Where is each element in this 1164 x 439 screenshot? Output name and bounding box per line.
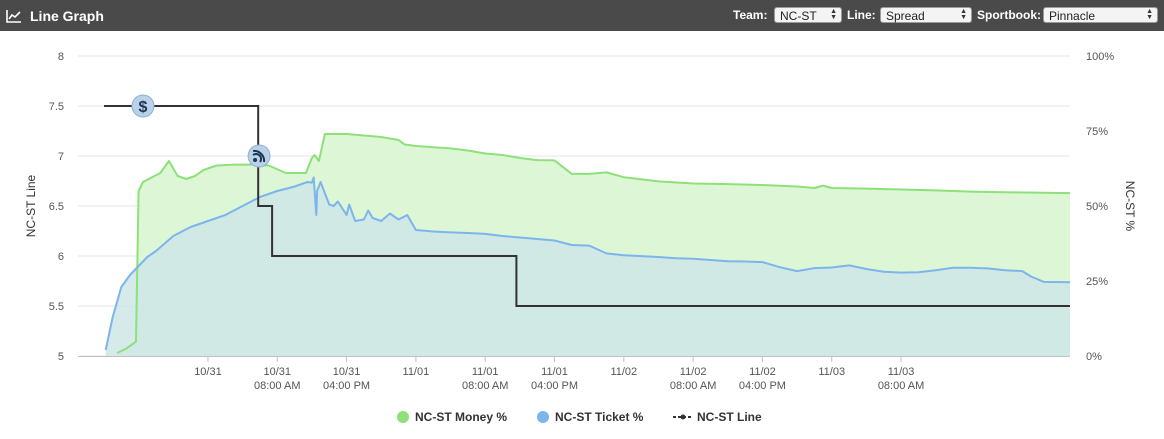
money-legend-swatch [397, 411, 409, 423]
x-tick-label: 11/01 [541, 366, 568, 378]
page-title: Line Graph [30, 7, 104, 24]
line-label: Line: [847, 8, 876, 22]
y-left-tick-label: 5.5 [49, 301, 64, 313]
marker-circle [131, 94, 155, 118]
x-tick-label: 11/03 [888, 366, 915, 378]
x-tick-label: 08:00 AM [878, 380, 924, 392]
x-tick-label: 11/02 [610, 366, 637, 378]
select-arrows-icon: ▲ ▼ [830, 8, 837, 21]
x-tick-label: 08:00 AM [254, 380, 300, 392]
y-axis-left-title: NC-ST Line [24, 174, 38, 237]
y-right-tick-label: 25% [1086, 276, 1108, 288]
dollar-glyph: $ [139, 99, 148, 116]
feed-dot [253, 158, 258, 162]
legend-ticket-label: NC-ST Ticket % [555, 410, 644, 424]
areas [105, 134, 1070, 356]
y-left-tick-label: 7 [58, 151, 64, 163]
sportsbook-select[interactable]: Pinnacle ▲ ▼ [1043, 7, 1158, 23]
legend-money-label: NC-ST Money % [415, 410, 508, 424]
x-tick-label: 11/02 [749, 366, 776, 378]
feed-arc [252, 153, 263, 163]
x-tick-label: 11/01 [403, 366, 430, 378]
line-chart-icon [6, 9, 21, 23]
ticket-area [105, 177, 1070, 356]
x-tick-label: 04:00 PM [531, 380, 578, 392]
sportsbook-select-value: Pinnacle [1049, 9, 1096, 23]
y-right-tick-label: 75% [1086, 126, 1108, 138]
x-tick-label: 08:00 AM [462, 380, 508, 392]
line-select[interactable]: Spread ▲ ▼ [880, 7, 972, 23]
x-tick-label: 10/31 [264, 366, 292, 378]
team-select[interactable]: NC-ST ▲ ▼ [774, 7, 842, 23]
legend-line-label: NC-ST Line [697, 410, 762, 424]
ticket-legend-swatch [537, 411, 549, 423]
team-label: Team: [733, 8, 768, 22]
line-series-step [104, 105, 1070, 307]
x-tick-label: 11/01 [472, 366, 499, 378]
y-right-tick-label: 0% [1086, 351, 1102, 363]
event-markers: $ [131, 94, 271, 168]
y-left-tick-label: 7.5 [49, 101, 64, 113]
x-tick-label: 11/02 [680, 366, 707, 378]
title-area: Line Graph [6, 0, 104, 31]
ticket-series-line [104, 176, 1071, 351]
select-arrows-icon: ▲ ▼ [1146, 8, 1153, 21]
legend-item-ticket[interactable]: NC-ST Ticket % [537, 410, 643, 424]
header-bar: Line Graph Team: NC-ST ▲ ▼ Line: Spread ▲… [0, 0, 1164, 31]
y-left-tick-label: 6.5 [49, 201, 64, 213]
y-right-tick-label: 100% [1086, 51, 1114, 63]
legend-item-money[interactable]: NC-ST Money % [397, 410, 507, 424]
x-tick-label: 04:00 PM [739, 380, 786, 392]
news-feed-icon [247, 144, 271, 168]
select-arrows-icon: ▲ ▼ [960, 8, 967, 21]
x-tick-label: 10/31 [333, 366, 361, 378]
x-tick-label: 11/03 [818, 366, 845, 378]
dollar-icon: $ [131, 94, 155, 118]
axes: 5 5.5 6 6.5 7 7.5 8 0% 25% 50% 75% 100% 10/31 10/31 08… [49, 51, 1115, 392]
x-tick-label: 08:00 AM [670, 380, 716, 392]
x-tick-label: 04:00 PM [323, 380, 370, 392]
y-right-tick-label: 50% [1086, 201, 1108, 213]
y-left-tick-label: 8 [58, 51, 64, 63]
line-select-value: Spread [886, 9, 925, 23]
line-chart: 5 5.5 6 6.5 7 7.5 8 0% 25% 50% 75% 100% 10/31 10/31 08… [24, 51, 1137, 392]
y-left-tick-label: 5 [58, 351, 64, 363]
y-axis-right-title: NC-ST % [1123, 181, 1137, 232]
feed-arc [252, 149, 266, 163]
y-left-tick-label: 6 [58, 251, 64, 263]
sportsbook-label: Sportbook: [977, 8, 1041, 22]
legend-item-line[interactable]: NC-ST Line [673, 410, 762, 424]
line-legend-swatch [673, 414, 693, 420]
series-lines [104, 105, 1071, 354]
team-select-value: NC-ST [780, 9, 817, 23]
x-tick-label: 10/31 [194, 366, 222, 378]
money-series-line [116, 133, 1071, 354]
chart-legend: NC-ST Money % NC-ST Ticket % NC-ST Line [0, 410, 1164, 428]
